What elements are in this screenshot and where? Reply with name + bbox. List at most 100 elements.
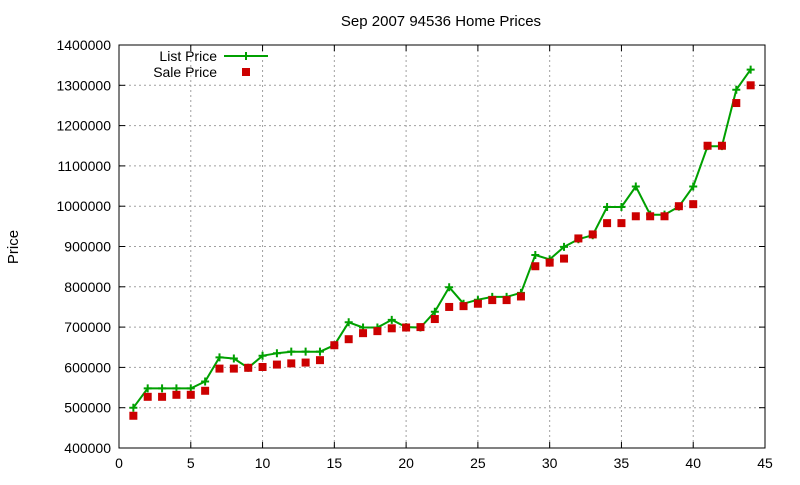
y-tick-label: 1200000 bbox=[56, 118, 111, 134]
y-tick-label: 1100000 bbox=[58, 158, 112, 174]
sale-price-point bbox=[631, 212, 640, 221]
sale-price-point bbox=[516, 292, 525, 301]
list-price-point bbox=[315, 347, 324, 356]
list-price-point bbox=[272, 349, 281, 358]
sale-price-point bbox=[416, 323, 425, 332]
sale-price-point bbox=[315, 356, 324, 365]
sale-price-point bbox=[287, 359, 296, 368]
x-tick-label: 40 bbox=[685, 455, 701, 471]
y-tick-label: 900000 bbox=[64, 239, 111, 255]
data-series bbox=[129, 65, 755, 420]
list-price-point bbox=[229, 354, 238, 363]
sale-price-point bbox=[603, 219, 612, 228]
x-tick-label: 20 bbox=[398, 455, 414, 471]
x-tick-label: 25 bbox=[470, 455, 486, 471]
grid-lines bbox=[119, 45, 765, 448]
list-price-point bbox=[603, 203, 612, 212]
sale-price-point bbox=[344, 335, 353, 344]
legend-label: List Price bbox=[159, 48, 217, 64]
sale-price-point bbox=[330, 341, 339, 350]
list-price-point bbox=[746, 65, 755, 74]
sale-price-point bbox=[272, 360, 281, 369]
sale-price-point bbox=[574, 234, 583, 243]
list-price-point bbox=[445, 283, 454, 292]
sale-price-point bbox=[473, 299, 482, 308]
sale-price-point bbox=[244, 363, 253, 372]
series-sale-price bbox=[129, 81, 755, 420]
sale-price-point bbox=[689, 200, 698, 209]
x-tick-label: 0 bbox=[115, 455, 123, 471]
sale-price-point bbox=[258, 362, 267, 371]
x-tick-label: 35 bbox=[614, 455, 630, 471]
list-price-point bbox=[129, 403, 138, 412]
list-price-line bbox=[132, 69, 752, 409]
legend-square-marker bbox=[242, 68, 250, 76]
chart-title: Sep 2007 94536 Home Prices bbox=[341, 13, 541, 30]
sale-price-point bbox=[215, 364, 224, 373]
sale-price-point bbox=[746, 81, 755, 90]
sale-price-point bbox=[703, 141, 712, 150]
sale-price-point bbox=[229, 364, 238, 373]
list-price-point bbox=[617, 203, 626, 212]
y-axis-label: Price bbox=[5, 230, 22, 264]
sale-price-point bbox=[143, 392, 152, 401]
list-price-point bbox=[560, 242, 569, 251]
list-price-point bbox=[430, 307, 439, 316]
list-price-point bbox=[258, 351, 267, 360]
sale-price-point bbox=[172, 390, 181, 399]
x-tick-label: 5 bbox=[187, 455, 195, 471]
sale-price-point bbox=[717, 141, 726, 150]
sale-price-point bbox=[387, 324, 396, 333]
list-price-point bbox=[158, 384, 167, 393]
list-price-point bbox=[631, 182, 640, 191]
sale-price-point bbox=[674, 202, 683, 211]
y-tick-label: 400000 bbox=[64, 440, 111, 456]
sale-price-point bbox=[430, 315, 439, 324]
x-tick-label: 15 bbox=[327, 455, 343, 471]
y-tick-label: 500000 bbox=[64, 400, 111, 416]
sale-price-point bbox=[502, 296, 511, 305]
list-price-point bbox=[301, 347, 310, 356]
sale-price-point bbox=[545, 258, 554, 267]
sale-price-point bbox=[660, 212, 669, 221]
y-tick-label: 1000000 bbox=[56, 198, 111, 214]
sale-price-point bbox=[129, 411, 138, 420]
list-price-point bbox=[531, 250, 540, 259]
list-price-point bbox=[387, 315, 396, 324]
sale-price-point bbox=[445, 302, 454, 311]
list-price-point bbox=[201, 377, 210, 386]
list-price-point bbox=[215, 353, 224, 362]
sale-price-point bbox=[186, 390, 195, 399]
sale-price-point bbox=[402, 323, 411, 332]
sale-price-point bbox=[459, 302, 468, 311]
y-tick-label: 1400000 bbox=[56, 37, 111, 53]
sale-price-point bbox=[588, 230, 597, 239]
sale-price-point bbox=[488, 296, 497, 305]
sale-price-point bbox=[359, 329, 368, 338]
x-tick-label: 10 bbox=[255, 455, 271, 471]
list-price-point bbox=[344, 318, 353, 327]
list-price-point bbox=[689, 182, 698, 191]
sale-price-point bbox=[201, 386, 210, 395]
sale-price-point bbox=[732, 99, 741, 108]
sale-price-point bbox=[646, 212, 655, 221]
list-price-point bbox=[287, 347, 296, 356]
sale-price-point bbox=[301, 358, 310, 367]
axes: 0 5 10 15 20 25 30 35 40 45 400000 500000 600000 7000… bbox=[56, 37, 773, 471]
y-tick-label: 600000 bbox=[64, 359, 111, 375]
legend-plus-marker bbox=[242, 52, 250, 60]
sale-price-point bbox=[373, 327, 382, 336]
list-price-point bbox=[732, 85, 741, 94]
x-tick-label: 45 bbox=[757, 455, 773, 471]
y-tick-label: 1300000 bbox=[56, 77, 111, 93]
y-tick-label: 700000 bbox=[64, 319, 111, 335]
sale-price-point bbox=[617, 219, 626, 228]
list-price-point bbox=[143, 384, 152, 393]
sale-price-point bbox=[560, 254, 569, 263]
sale-price-point bbox=[531, 262, 540, 271]
y-tick-label: 800000 bbox=[64, 279, 111, 295]
